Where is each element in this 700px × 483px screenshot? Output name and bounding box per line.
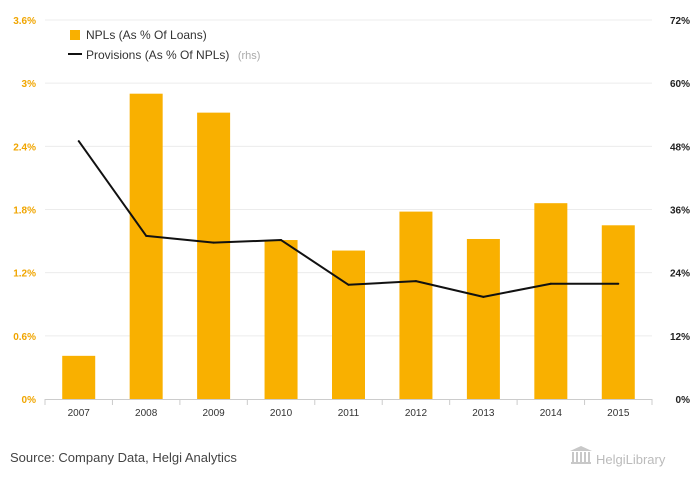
y-left-tick-label: 0% xyxy=(22,395,37,406)
x-tick-label: 2015 xyxy=(607,408,630,419)
point-provisions xyxy=(347,283,350,286)
point-provisions xyxy=(617,282,620,285)
bars xyxy=(62,93,635,400)
y-left-tick-label: 3% xyxy=(22,79,37,90)
x-tick-label: 2014 xyxy=(540,408,563,419)
bar-npls xyxy=(264,240,298,399)
x-tick-label: 2008 xyxy=(135,408,158,419)
point-provisions xyxy=(145,234,148,237)
y-left-tick-label: 2.4% xyxy=(13,142,36,153)
library-building-icon xyxy=(570,446,592,464)
legend: NPLs (As % Of Loans) Provisions (As % Of… xyxy=(68,28,260,63)
y-left-tick-label: 3.6% xyxy=(13,16,36,27)
x-tick-label: 2009 xyxy=(202,408,225,419)
point-provisions xyxy=(212,241,215,244)
legend-label-provisions: Provisions (As % Of NPLs) (rhs) xyxy=(86,46,260,63)
y-left-tick-label: 1.8% xyxy=(13,206,36,217)
y-right-tick-label: 48% xyxy=(670,142,690,153)
point-provisions xyxy=(280,239,283,242)
provisions-line-series xyxy=(77,140,620,298)
y-right-tick-label: 0% xyxy=(676,395,691,406)
axes: 0% 0% 0.6% 12% 1.2% 24% 1.8% 36% 2.4% 48% 3% 60% 3.6… xyxy=(13,16,690,419)
y-right-tick-label: 72% xyxy=(670,16,690,27)
x-tick-label: 2011 xyxy=(338,408,360,419)
brand-name: HelgiLibrary xyxy=(596,452,666,467)
bar-npls xyxy=(399,211,433,399)
y-right-tick-label: 24% xyxy=(670,269,690,280)
point-provisions xyxy=(482,295,485,298)
y-left-tick-label: 1.2% xyxy=(13,269,36,280)
point-provisions xyxy=(77,140,80,143)
bar-npls xyxy=(197,112,231,400)
point-provisions xyxy=(549,282,552,285)
point-provisions xyxy=(414,280,417,283)
x-tick-label: 2007 xyxy=(68,408,91,419)
source-note: Source: Company Data, Helgi Analytics xyxy=(10,450,237,465)
bar-npls xyxy=(129,93,163,399)
bar-npls xyxy=(466,238,500,399)
x-tick-label: 2013 xyxy=(472,408,495,419)
y-right-tick-label: 12% xyxy=(670,332,690,343)
helgi-library-logo: HelgiLibrary xyxy=(570,446,666,467)
legend-label-provisions-name: Provisions (As % Of NPLs) xyxy=(86,48,229,62)
legend-label-npls: NPLs (As % Of Loans) xyxy=(86,28,207,42)
y-left-tick-label: 0.6% xyxy=(13,332,36,343)
y-right-tick-label: 60% xyxy=(670,79,690,90)
bar-npls xyxy=(62,355,96,399)
bar-npls xyxy=(534,203,568,399)
bar-npls xyxy=(601,225,635,399)
x-tick-label: 2010 xyxy=(270,408,293,419)
legend-label-provisions-suffix: (rhs) xyxy=(238,50,261,62)
x-tick-label: 2012 xyxy=(405,408,428,419)
bar-npls xyxy=(332,250,365,399)
legend-swatch-npls xyxy=(70,30,80,40)
y-right-tick-label: 36% xyxy=(670,206,690,217)
